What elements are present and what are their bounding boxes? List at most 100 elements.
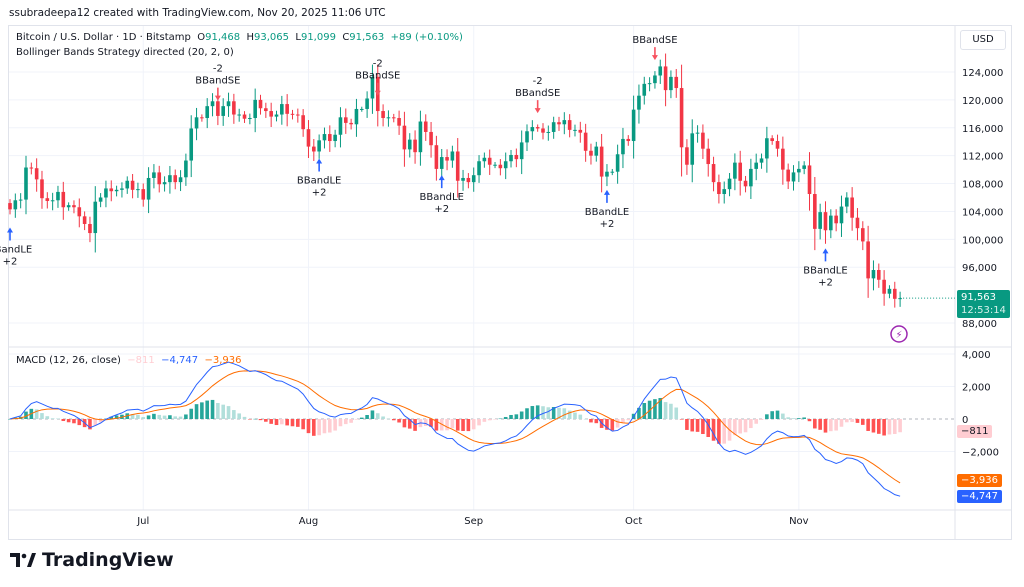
candle-body [157, 172, 162, 185]
candle-body [466, 177, 471, 183]
macd-histogram-bar [471, 419, 476, 430]
macd-histogram-bar [381, 416, 385, 419]
candle-body [845, 197, 849, 207]
macd-histogram-bar [77, 419, 82, 426]
macd-histogram-bar [141, 417, 146, 419]
macd-histogram-bar [109, 416, 114, 419]
signal-label: BBandSE [195, 76, 240, 87]
macd-histogram-bar [615, 419, 620, 428]
macd-histogram-bar [423, 419, 428, 426]
macd-histogram-bar [498, 418, 503, 420]
macd-histogram-bar [743, 419, 748, 433]
tradingview-logo[interactable]: TradingView [10, 549, 174, 571]
candle-body [445, 157, 449, 161]
macd-histogram-bar [621, 419, 625, 424]
macd-histogram-bar [136, 414, 140, 419]
signal-label: BBandLE [297, 175, 341, 186]
macd-histogram-bar [194, 404, 199, 419]
price-axis-label: 88,000 [962, 319, 997, 330]
candle-body [669, 76, 673, 91]
candle-body [482, 157, 487, 162]
candle-body [562, 120, 567, 125]
candle-body [381, 111, 385, 119]
macd-legend[interactable]: MACD (12, 26, close) −811 −4,747 −3,936 [16, 355, 241, 366]
candle-body [861, 228, 865, 242]
macd-histogram-bar [791, 418, 796, 419]
candle-body [88, 223, 92, 234]
price-axis-label: 108,000 [962, 180, 1003, 191]
macd-signal-value: −3,936 [204, 355, 242, 366]
macd-histogram-bar [663, 402, 668, 419]
candle-body [487, 157, 492, 165]
candle-body [786, 169, 790, 182]
macd-histogram-bar [733, 419, 737, 436]
macd-histogram-bar [514, 414, 519, 419]
candle-body [839, 206, 844, 224]
macd-histogram-bar [333, 419, 337, 431]
macd-histogram-bar [317, 419, 321, 436]
price-axis-label: 116,000 [962, 124, 1003, 135]
signal-qty: -2 [213, 64, 223, 75]
macd-histogram-bar [876, 419, 881, 434]
logo-text: TradingView [42, 549, 174, 571]
macd-histogram-bar [274, 419, 279, 426]
macd-histogram-bar [168, 415, 172, 419]
time-axis-label: Aug [299, 516, 319, 527]
macd-histogram-bar [34, 409, 39, 419]
macd-histogram-bar [407, 419, 412, 429]
candle-body [146, 177, 151, 200]
candle-body [226, 101, 231, 107]
signal-qty: +2 [434, 204, 449, 215]
change-value: +89 (+0.10%) [390, 32, 463, 43]
currency-button[interactable]: USD [960, 30, 1006, 50]
candle-body [370, 76, 375, 99]
candle-body [887, 288, 892, 294]
macd-histogram-bar [248, 419, 252, 420]
signal-qty: +2 [312, 187, 327, 198]
candle-body [343, 117, 348, 123]
price-axis-label: 100,000 [962, 235, 1003, 246]
short-arrow-icon [374, 82, 381, 96]
macd-histogram-bar [61, 419, 66, 422]
macd-histogram-bar [493, 419, 497, 420]
macd-histogram-bar [455, 419, 460, 431]
macd-histogram-bar [152, 413, 156, 419]
symbol-name[interactable]: Bitcoin / U.S. Dollar · 1D · Bitstamp [16, 32, 191, 43]
macd-histogram-bar [802, 417, 806, 419]
macd-line-tag: −4,747 [957, 490, 1003, 503]
candle-body [567, 120, 572, 130]
candle-body [194, 117, 199, 129]
candle-body [306, 129, 311, 147]
macd-histogram-bar [781, 413, 785, 419]
candle-body [13, 200, 18, 210]
candle-body [61, 191, 66, 208]
macd-histogram-bar [210, 399, 215, 419]
macd-histogram-bar [349, 419, 353, 423]
candle-body [274, 114, 279, 117]
candle-body [631, 109, 636, 142]
strategy-legend[interactable]: Bollinger Bands Strategy directed (20, 2… [16, 47, 234, 58]
macd-histogram-bar [855, 419, 860, 423]
macd-histogram-bar [759, 419, 764, 420]
candle-body [525, 131, 529, 143]
macd-histogram-bar [525, 408, 529, 419]
candle-body [477, 161, 481, 176]
candle-body [439, 157, 444, 169]
macd-histogram-bar [189, 408, 194, 419]
candle-body [56, 191, 60, 201]
candle-body [738, 162, 743, 181]
macd-histogram-bar [328, 419, 332, 433]
macd-histogram-bar [173, 416, 178, 419]
macd-histogram-bar [685, 419, 689, 430]
candle-body [546, 131, 551, 133]
long-arrow-icon [603, 189, 610, 203]
candle-body [317, 140, 321, 152]
low-label: L [295, 32, 301, 43]
macd-histogram-bar [738, 419, 743, 434]
macd-histogram-bar [519, 411, 524, 419]
macd-histogram-bar [669, 403, 673, 419]
macd-histogram-bar [178, 416, 183, 419]
macd-line-value: −4,747 [161, 355, 199, 366]
macd-histogram-bar [88, 419, 92, 430]
